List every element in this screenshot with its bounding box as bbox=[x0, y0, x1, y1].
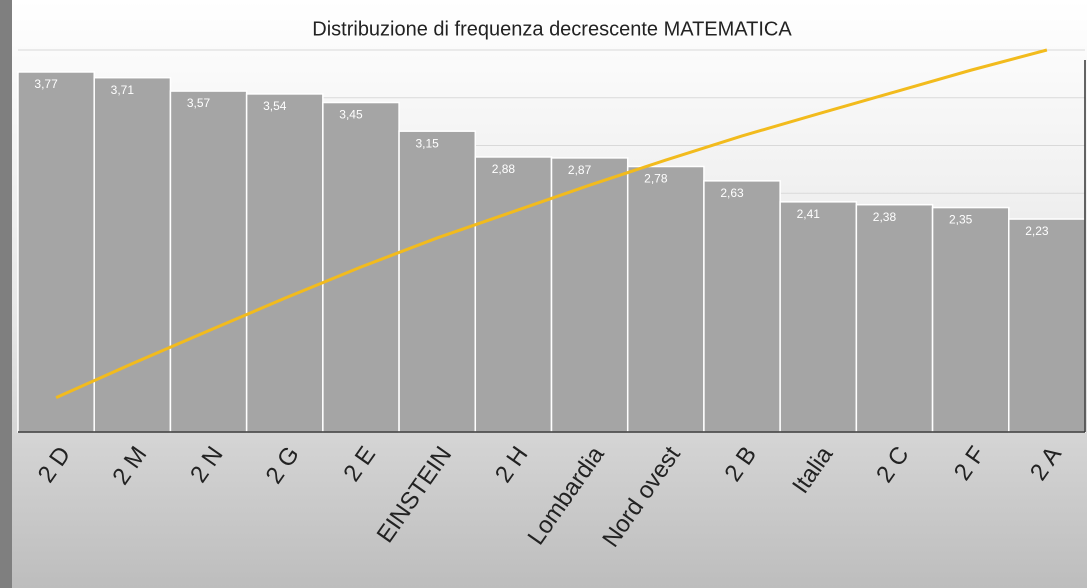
value-label: 2,23 bbox=[1025, 224, 1049, 238]
value-label: 3,57 bbox=[187, 96, 211, 110]
value-label: 3,71 bbox=[111, 83, 135, 97]
bar bbox=[93, 76, 172, 433]
value-label: 2,41 bbox=[797, 207, 821, 221]
bar bbox=[17, 71, 95, 433]
bar bbox=[550, 157, 629, 433]
bar bbox=[474, 156, 553, 433]
bar bbox=[703, 180, 781, 433]
value-label: 2,88 bbox=[492, 162, 516, 176]
bar bbox=[931, 206, 1010, 433]
value-label: 3,45 bbox=[339, 108, 363, 122]
bar bbox=[855, 203, 934, 433]
bar bbox=[169, 90, 248, 433]
bar bbox=[398, 130, 477, 433]
value-label: 2,87 bbox=[568, 163, 592, 177]
bar bbox=[245, 93, 324, 433]
cumulative-line bbox=[55, 48, 1048, 399]
value-label: 2,78 bbox=[644, 172, 668, 186]
value-label: 2,35 bbox=[949, 213, 973, 227]
value-label: 3,15 bbox=[415, 136, 439, 150]
value-label: 2,38 bbox=[873, 210, 897, 224]
bar bbox=[1008, 218, 1086, 433]
bar bbox=[779, 201, 858, 433]
chart-title: Distribuzione di frequenza decrescente M… bbox=[312, 18, 792, 40]
bar bbox=[626, 165, 705, 433]
value-label: 3,54 bbox=[263, 99, 287, 113]
value-label: 2,63 bbox=[720, 186, 744, 200]
value-label: 3,77 bbox=[34, 77, 58, 91]
